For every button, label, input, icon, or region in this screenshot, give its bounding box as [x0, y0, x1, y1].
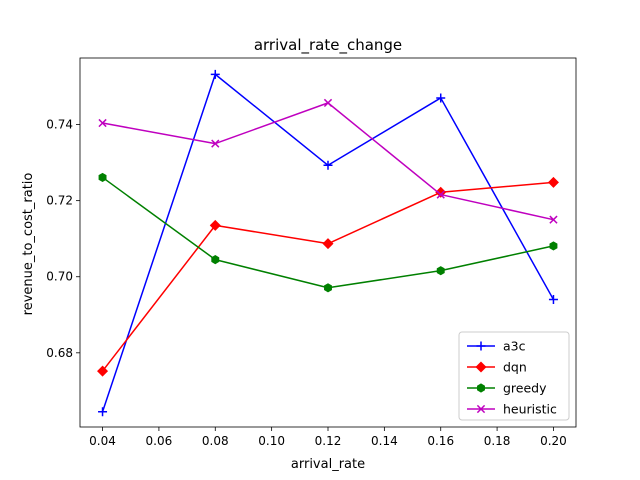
data-point-greedy — [436, 266, 445, 276]
data-point-a3c — [548, 295, 558, 305]
data-point-dqn — [547, 176, 559, 188]
series-line-greedy — [102, 176, 554, 289]
x-axis-label: arrival_rate — [291, 457, 365, 472]
data-point-a3c — [210, 69, 220, 79]
y-tick-label: 0.74 — [46, 118, 73, 132]
data-point-heuristic — [98, 118, 107, 128]
y-tick-label: 0.68 — [46, 346, 73, 360]
legend-marker-greedy — [477, 383, 485, 393]
data-point-greedy — [324, 283, 332, 293]
legend-marker-heuristic — [476, 404, 486, 414]
data-point-greedy — [98, 172, 107, 183]
y-tick-label: 0.72 — [46, 194, 73, 208]
x-tick-label: 0.06 — [146, 434, 173, 448]
data-point-dqn — [209, 219, 221, 231]
data-point-a3c — [323, 160, 333, 170]
data-point-heuristic — [436, 190, 445, 199]
legend: a3c dqn greedy heuristic — [458, 331, 570, 421]
x-tick-label: 0.16 — [427, 434, 454, 448]
x-tick-label: 0.20 — [540, 434, 567, 448]
x-tick-label: 0.08 — [202, 434, 229, 448]
legend-label-heuristic: heuristic — [503, 402, 557, 417]
x-tick-label: 0.18 — [484, 434, 511, 448]
y-tick-label: 0.70 — [46, 270, 73, 284]
x-tick-label: 0.14 — [371, 434, 398, 448]
data-point-heuristic — [211, 139, 220, 148]
legend-marker-dqn — [475, 361, 487, 373]
data-point-dqn — [97, 365, 109, 377]
chart-title: arrival_rate_change — [254, 36, 402, 55]
data-point-greedy — [549, 241, 558, 251]
data-point-a3c — [436, 93, 446, 103]
data-point-heuristic — [323, 98, 333, 108]
plot-area: 0.04 0.06 0.08 0.10 0.12 0.14 0.16 0.18 0.20 0.68… — [46, 57, 577, 448]
data-point-dqn — [322, 238, 334, 250]
legend-label-dqn: dqn — [503, 360, 527, 375]
legend-box — [458, 331, 570, 421]
data-point-greedy — [211, 255, 220, 265]
legend-label-a3c: a3c — [503, 339, 526, 354]
legend-label-greedy: greedy — [503, 381, 547, 396]
x-tick-label: 0.12 — [315, 434, 342, 448]
x-tick-label: 0.04 — [89, 434, 116, 448]
plot-frame — [79, 57, 577, 428]
data-point-heuristic — [549, 215, 558, 224]
data-point-a3c — [98, 407, 108, 417]
legend-marker-a3c — [476, 341, 486, 351]
x-tick-label: 0.10 — [258, 434, 285, 448]
y-axis-label: revenue_to_cost_ratio — [21, 173, 36, 316]
